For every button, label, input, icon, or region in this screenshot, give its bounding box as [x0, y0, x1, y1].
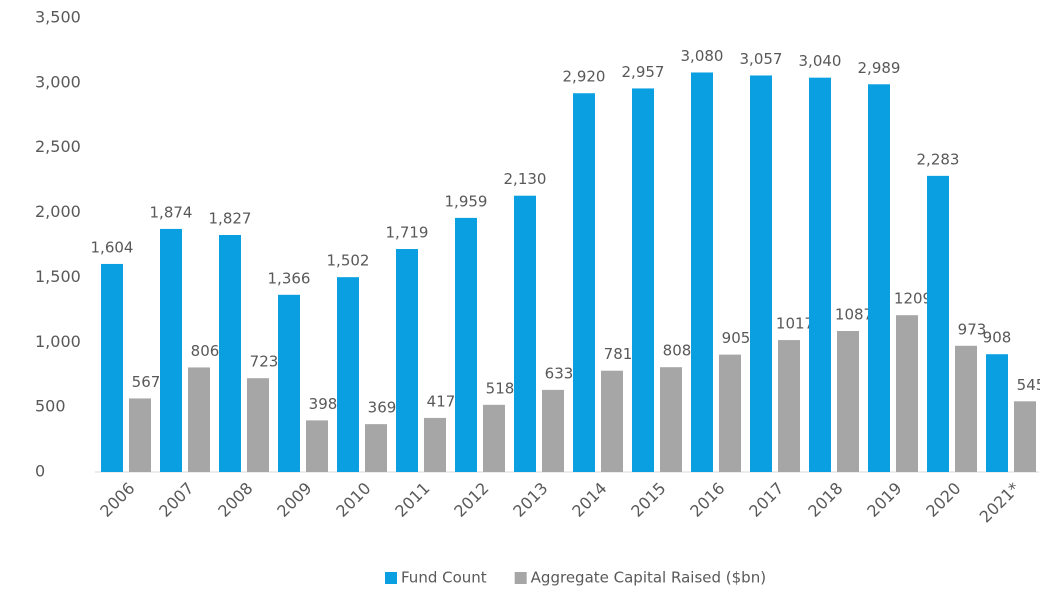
bar	[306, 420, 328, 472]
bar	[955, 345, 977, 472]
value-label: 908	[983, 329, 1012, 347]
bar	[219, 235, 241, 472]
bar	[514, 195, 536, 473]
bar	[660, 367, 682, 472]
value-label: 3,057	[740, 50, 783, 68]
value-label: 633	[545, 364, 574, 382]
bar	[247, 378, 269, 472]
x-tick-label: 2016	[686, 479, 728, 521]
legend-swatch	[385, 572, 397, 584]
value-label: 1087	[835, 306, 873, 324]
x-tick-label: 2014	[568, 479, 610, 521]
bar	[719, 354, 741, 472]
x-tick-label: 2020	[922, 479, 964, 521]
y-tick-label: 2,000	[35, 202, 81, 221]
value-label: 3,040	[799, 52, 842, 70]
x-tick-label: 2013	[509, 479, 551, 521]
bar	[542, 389, 564, 472]
x-tick-label: 2006	[96, 479, 138, 521]
value-label: 417	[427, 392, 456, 410]
value-label: 723	[250, 353, 279, 371]
bar	[750, 75, 772, 472]
value-label: 2,989	[858, 59, 901, 77]
value-label: 545	[1017, 376, 1040, 394]
bar	[424, 417, 446, 472]
bar	[691, 72, 713, 472]
y-tick-label: 0	[35, 462, 45, 481]
value-label: 905	[722, 329, 751, 347]
bar	[1014, 401, 1036, 472]
y-tick-label: 1,000	[35, 332, 81, 351]
bar	[868, 84, 890, 472]
bar	[986, 354, 1008, 472]
bar	[632, 88, 654, 472]
value-label: 2,130	[504, 170, 547, 188]
bar	[778, 340, 800, 472]
value-label: 2,920	[563, 68, 606, 86]
x-tick-label: 2019	[863, 479, 905, 521]
bar	[396, 249, 418, 472]
value-label: 2,957	[622, 63, 665, 81]
value-label: 806	[191, 342, 220, 360]
value-label: 3,080	[681, 47, 724, 65]
value-label: 518	[486, 379, 515, 397]
legend-label: Fund Count	[401, 569, 487, 587]
x-tick-label: 2012	[450, 479, 492, 521]
bar	[188, 367, 210, 472]
value-label: 567	[132, 373, 161, 391]
x-tick-label: 2018	[804, 479, 846, 521]
bar	[129, 398, 151, 472]
value-label: 369	[368, 399, 397, 417]
bar	[337, 277, 359, 472]
value-label: 1,874	[150, 203, 193, 221]
value-label: 1,502	[327, 252, 370, 270]
value-label: 1017	[776, 315, 814, 333]
bar	[573, 93, 595, 472]
value-label: 781	[604, 345, 633, 363]
bar	[927, 175, 949, 472]
value-label: 1,827	[209, 210, 252, 228]
x-tick-label: 2009	[273, 479, 315, 521]
legend-label: Aggregate Capital Raised ($bn)	[531, 569, 766, 587]
y-tick-label: 500	[35, 397, 66, 416]
value-label: 2,283	[917, 150, 960, 168]
bar	[896, 315, 918, 472]
y-tick-label: 2,500	[35, 137, 81, 156]
legend-swatch	[514, 572, 527, 584]
x-tick-label: 2010	[332, 479, 374, 521]
y-tick-label: 3,000	[35, 72, 81, 91]
value-label: 808	[663, 342, 692, 360]
y-tick-label: 3,500	[35, 8, 81, 27]
x-tick-label: 2007	[155, 479, 197, 521]
x-tick-label: 2017	[745, 479, 787, 521]
value-label: 1,959	[445, 192, 488, 210]
value-label: 1,719	[386, 224, 429, 242]
bar	[483, 404, 505, 472]
x-tick-label: 2008	[214, 479, 256, 521]
bar	[101, 263, 123, 472]
x-tick-label: 2021*	[976, 479, 1024, 527]
x-tick-label: 2015	[627, 479, 669, 521]
value-label: 398	[309, 395, 338, 413]
y-tick-label: 1,500	[35, 267, 81, 286]
bar	[365, 424, 387, 472]
value-label: 973	[958, 320, 987, 338]
bar	[160, 228, 182, 472]
bar	[837, 331, 859, 472]
bar	[809, 77, 831, 472]
bar	[601, 370, 623, 472]
x-tick-label: 2011	[391, 479, 433, 521]
value-label: 1,604	[91, 238, 134, 256]
value-label: 1209	[894, 290, 932, 308]
bar	[278, 294, 300, 472]
value-label: 1,366	[268, 269, 311, 287]
bar	[455, 217, 477, 472]
